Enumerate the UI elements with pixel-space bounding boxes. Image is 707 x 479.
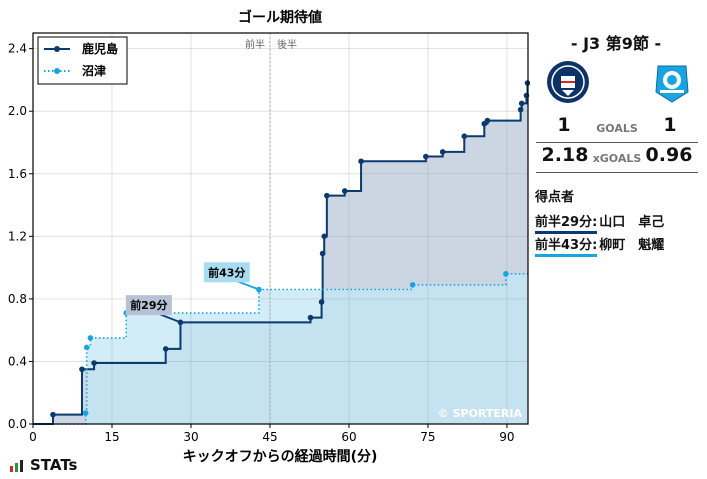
data-point (503, 271, 509, 277)
home-xg: 2.18 (541, 144, 589, 166)
xg-chart: 前半 後半 0 15 30 45 60 75 900.00.40.81.21.62.02.4 … (8, 9, 530, 465)
data-point (318, 299, 325, 305)
data-point (423, 153, 429, 160)
data-point (341, 188, 348, 194)
match-title: - J3 第9節 - (570, 34, 662, 53)
kagoshima-crest-icon (547, 61, 589, 103)
x-tick-label: 75 (420, 430, 435, 444)
scorer-time: 前半43分: (535, 238, 598, 257)
data-point (324, 192, 330, 199)
data-point (307, 314, 314, 321)
legend-entry: 沼津 (82, 63, 106, 78)
annotation-label: 前29分 (130, 298, 167, 312)
x-tick-label: 45 (262, 430, 277, 444)
y-tick-label: 0.8 (8, 292, 27, 306)
data-point (517, 106, 524, 113)
data-point (82, 410, 89, 416)
data-point (358, 158, 364, 165)
data-point (484, 117, 491, 124)
brand-name: STATs (30, 456, 78, 474)
y-tick-label: 2.4 (8, 42, 27, 56)
annotation-box (125, 295, 172, 316)
scorer-item: 前半29分: 山口 卓己 (535, 211, 665, 234)
y-tick-label: 0.0 (8, 417, 27, 431)
x-tick-label: 15 (104, 430, 119, 444)
away-xg: 0.96 (645, 144, 693, 166)
data-point (524, 80, 530, 86)
data-point (162, 346, 169, 352)
data-point (91, 360, 97, 366)
chart-title: ゴール期待値 (238, 9, 322, 26)
data-point (321, 233, 328, 240)
legend-swatch-marker (54, 46, 60, 52)
data-point (409, 282, 416, 288)
scorers-title: 得点者 (535, 190, 575, 205)
data-point (87, 335, 94, 341)
legend-entry: 鹿児島 (82, 41, 118, 56)
series-area (33, 273, 528, 424)
watermark: © SPORTERIA (438, 407, 523, 420)
legend-swatch-marker (54, 68, 60, 74)
y-tick-label: 0.4 (8, 354, 27, 368)
goals-row: 1 GOALS 1 (536, 112, 698, 143)
x-tick-label: 30 (183, 430, 198, 444)
legend-box (37, 36, 128, 85)
x-tick-label: 90 (499, 430, 514, 444)
away-goals: 1 (663, 114, 677, 136)
match-panel: - J3 第9節 - 1 GOALS 1 2.18 xGOALS 0.96 得点… (532, 0, 707, 479)
numazu-crest-icon (655, 65, 689, 103)
home-goals: 1 (557, 114, 571, 136)
xg-label: xGOALS (592, 152, 642, 165)
x-tick-label: 60 (341, 430, 356, 444)
data-point (83, 344, 90, 351)
stats-bars-icon (10, 460, 23, 472)
data-point (79, 366, 85, 373)
annotation-box (203, 262, 250, 283)
data-point (319, 250, 326, 257)
halftime-second-label: 後半 (277, 38, 297, 51)
x-axis-label: キックオフからの経過時間(分) (183, 448, 378, 465)
x-tick-label: 0 (29, 430, 37, 444)
data-point (461, 133, 468, 140)
annotation-label: 前43分 (208, 265, 245, 279)
data-point (439, 149, 446, 155)
xg-row: 2.18 xGOALS 0.96 (536, 142, 698, 173)
y-tick-label: 1.6 (8, 167, 27, 181)
scorer-item: 前半43分: 柳町 魁耀 (535, 234, 665, 257)
scorer-name: 山口 卓己 (599, 215, 665, 230)
data-point (50, 411, 56, 418)
halftime-first-label: 前半 (245, 38, 265, 51)
y-tick-label: 2.0 (8, 104, 27, 118)
data-point (518, 100, 525, 107)
y-tick-label: 1.2 (8, 229, 27, 243)
scorer-time: 前半29分: (535, 215, 598, 234)
goals-label: GOALS (596, 122, 638, 135)
plot-frame (32, 32, 529, 425)
scorer-name: 柳町 魁耀 (599, 238, 665, 253)
